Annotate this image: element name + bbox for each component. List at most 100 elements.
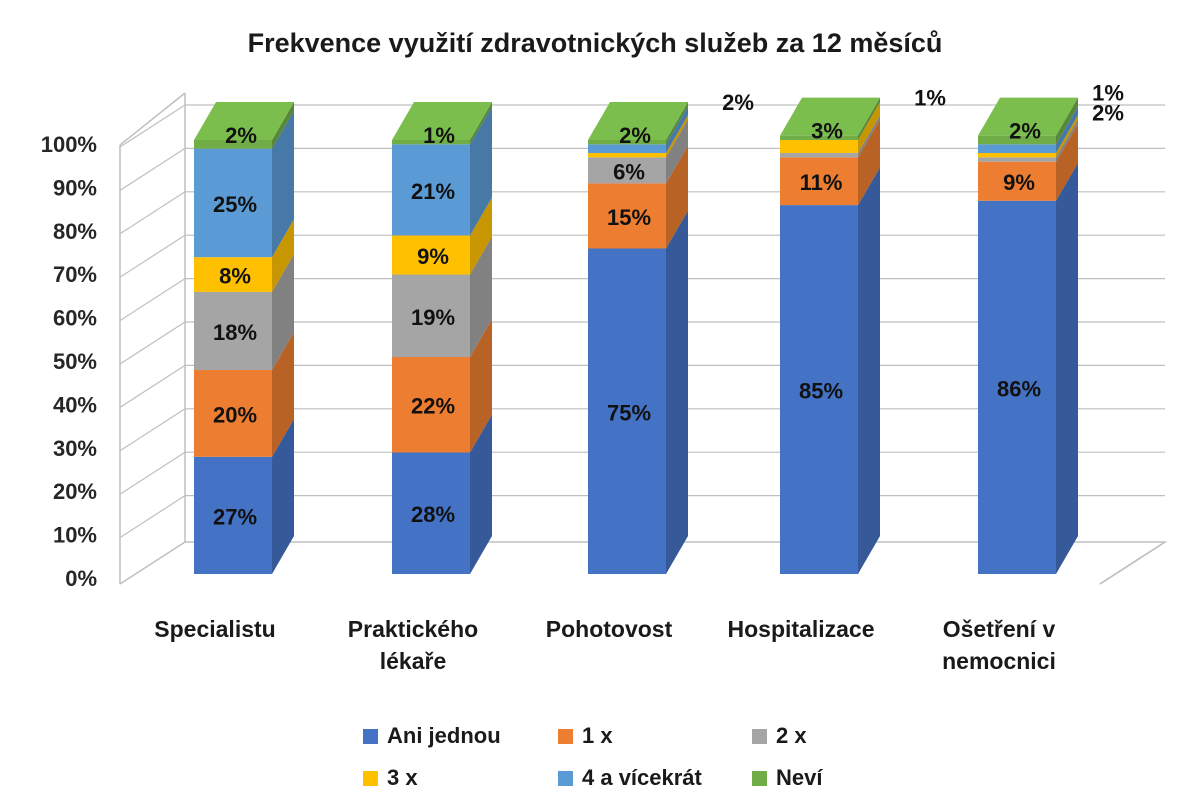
y-tick-label: 20%: [53, 479, 97, 504]
category-label: Hospitalizace: [728, 616, 875, 642]
legend-item: 3 x: [363, 765, 418, 790]
bar-segment-front: [780, 205, 858, 574]
bar-segment-side: [470, 102, 492, 145]
gridline-side: [119, 495, 186, 539]
y-tick-label: 80%: [53, 219, 97, 244]
y-tick-label: 50%: [53, 349, 97, 374]
bar-top: [588, 102, 688, 140]
data-label: 25%: [213, 192, 257, 217]
data-label: 15%: [607, 205, 651, 230]
bar-segment-front: [588, 157, 666, 184]
legend-swatch: [558, 729, 573, 744]
data-label: 11%: [800, 170, 843, 195]
category-label: Specialistu: [154, 616, 275, 642]
chart-title: Frekvence využití zdravotnických služeb …: [248, 28, 943, 58]
y-tick-label: 40%: [53, 392, 97, 417]
bars: [194, 97, 1078, 574]
bar-segment-side: [1056, 123, 1078, 201]
data-label: 28%: [411, 502, 455, 527]
data-label: 3%: [811, 119, 843, 144]
bar-segment-front: [780, 140, 858, 154]
bar-segment-front: [588, 183, 666, 249]
legend-item: 1 x: [558, 723, 613, 748]
data-label: 2%: [1009, 119, 1041, 144]
bar-segment-side: [1056, 162, 1078, 574]
bar-segment-side: [272, 102, 294, 149]
bar-segment-front: [978, 144, 1056, 154]
legend-swatch: [752, 771, 767, 786]
bar-segment-front: [194, 370, 272, 457]
bar-segment-side: [272, 332, 294, 457]
bar-segment-side: [666, 119, 688, 184]
category-label: Praktického: [348, 616, 478, 642]
legend: Ani jednou 1 x 2 x 3 x 4 a vícekrát Neví: [363, 723, 823, 790]
gridline-side: [119, 364, 186, 408]
bar-segment-front: [392, 274, 470, 357]
legend-label: 4 a vícekrát: [582, 765, 703, 790]
bar-segment-front: [392, 357, 470, 453]
bar-top: [392, 102, 492, 140]
data-label-outside: 2%: [1092, 101, 1124, 126]
gridline-side: [119, 234, 186, 278]
data-label: 2%: [225, 123, 257, 148]
bar-segment-front: [780, 157, 858, 206]
bar-segment-side: [1056, 97, 1078, 145]
bar-top: [194, 102, 294, 140]
bar-segment-side: [858, 119, 880, 206]
bar-segment-side: [470, 197, 492, 275]
bar-segment-front: [780, 135, 858, 140]
bar-segment-side: [470, 106, 492, 236]
x-axis-labels: Specialistu Praktického lékaře Pohotovost Ho…: [154, 616, 1056, 674]
bar-segment-side: [1056, 115, 1078, 158]
legend-item: Neví: [752, 765, 823, 790]
data-label-outside: 2%: [722, 90, 754, 115]
data-label: 22%: [411, 394, 455, 419]
bar-segment-side: [1056, 119, 1078, 162]
bar-segment-side: [272, 219, 294, 292]
legend-label: Ani jednou: [387, 723, 501, 748]
data-label: 9%: [417, 244, 449, 269]
gridline-side: [119, 147, 186, 191]
bar-segment-side: [272, 418, 294, 574]
y-axis: 0% 10% 20% 30% 40% 50% 60% 70% 80% 90% 100%: [41, 132, 97, 591]
bar-top: [978, 97, 1078, 136]
data-label: 27%: [213, 504, 257, 529]
y-tick-label: 100%: [41, 132, 97, 157]
bar-top: [780, 97, 880, 136]
y-tick-label: 0%: [65, 566, 97, 591]
category-label: Pohotovost: [546, 616, 673, 642]
y-tick-label: 90%: [53, 175, 97, 200]
y-tick-label: 60%: [53, 306, 97, 331]
bar-segment-side: [858, 97, 880, 140]
bar-segment-front: [588, 144, 666, 154]
wall-top-edge: [119, 92, 186, 146]
y-tick-label: 30%: [53, 436, 97, 461]
bar-segment-front: [194, 140, 272, 149]
bar-segment-side: [666, 106, 688, 154]
gridline-side: [119, 451, 186, 495]
bar-segment-front: [588, 140, 666, 145]
legend-label: 1 x: [582, 723, 613, 748]
data-labels: 27% 20% 18% 8% 25% 2% 28% 22% 19% 9% 21% 1% 75% 15% 6%…: [213, 81, 1124, 530]
data-label: 20%: [213, 402, 257, 427]
legend-swatch: [363, 771, 378, 786]
bar-segment-side: [666, 210, 688, 574]
bar-segment-side: [858, 167, 880, 574]
data-label: 6%: [613, 159, 645, 184]
right-floor-edge: [1099, 541, 1166, 585]
legend-item: 2 x: [752, 723, 807, 748]
legend-item: 4 a vícekrát: [558, 765, 703, 790]
legend-swatch: [752, 729, 767, 744]
data-label: 9%: [1003, 170, 1035, 195]
legend-swatch: [558, 771, 573, 786]
gridline-side: [119, 408, 186, 452]
bar-segment-side: [666, 115, 688, 158]
bar-segment-front: [194, 456, 272, 574]
bar-segment-front: [194, 291, 272, 371]
bar-segment-front: [978, 161, 1056, 201]
data-label: 75%: [607, 400, 651, 425]
bar-segment-front: [392, 140, 470, 145]
bar-segment-front: [588, 153, 666, 158]
